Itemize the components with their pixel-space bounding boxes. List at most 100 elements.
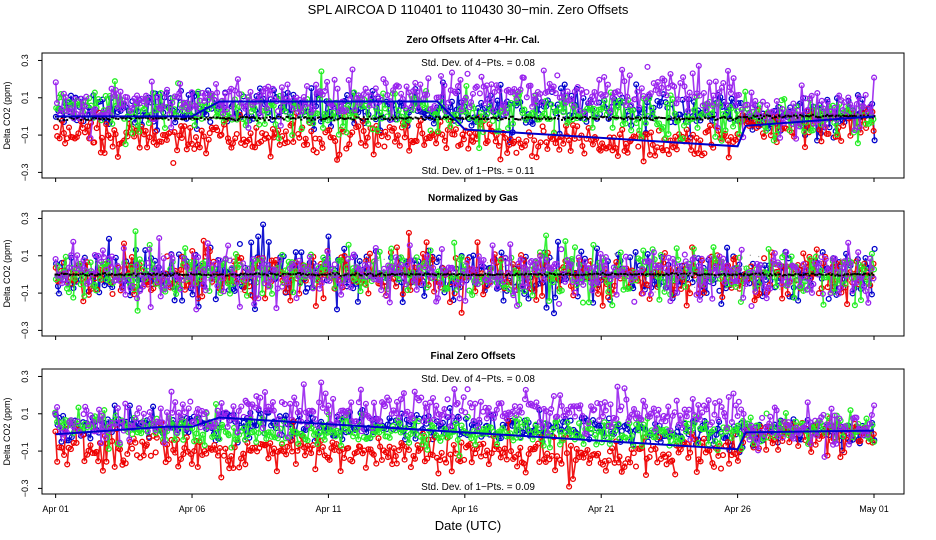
data-point bbox=[142, 247, 149, 254]
data-point bbox=[669, 96, 676, 103]
data-point bbox=[444, 285, 451, 292]
data-point bbox=[223, 106, 230, 113]
data-point bbox=[177, 286, 184, 293]
data-point bbox=[433, 259, 440, 266]
data-point bbox=[238, 273, 241, 276]
data-point bbox=[322, 273, 325, 276]
data-point bbox=[694, 286, 696, 288]
data-point bbox=[87, 259, 94, 266]
data-point bbox=[344, 269, 346, 271]
data-point bbox=[585, 99, 592, 106]
data-point bbox=[798, 281, 805, 288]
data-point bbox=[274, 108, 282, 115]
data-point bbox=[187, 124, 194, 131]
data-point bbox=[509, 120, 516, 127]
data-point bbox=[562, 278, 569, 285]
data-point bbox=[408, 103, 415, 110]
data-point bbox=[430, 131, 437, 139]
data-point bbox=[800, 114, 803, 117]
data-point bbox=[746, 276, 748, 279]
data-point bbox=[679, 135, 687, 142]
data-point bbox=[748, 264, 750, 266]
data-point bbox=[732, 254, 739, 261]
data-point bbox=[723, 101, 730, 108]
data-point bbox=[480, 83, 487, 90]
data-point bbox=[115, 273, 118, 276]
data-point bbox=[421, 260, 428, 267]
data-point bbox=[122, 272, 124, 274]
data-point bbox=[273, 273, 276, 276]
data-point bbox=[647, 291, 654, 298]
data-point bbox=[54, 105, 62, 113]
data-point bbox=[631, 298, 638, 305]
data-point bbox=[321, 111, 328, 118]
data-point bbox=[592, 268, 594, 271]
data-point bbox=[378, 287, 385, 294]
data-point bbox=[580, 264, 582, 266]
data-point bbox=[146, 270, 148, 272]
data-point bbox=[314, 285, 316, 287]
data-point bbox=[355, 265, 362, 272]
data-point bbox=[125, 277, 132, 284]
data-point bbox=[75, 130, 82, 137]
data-point bbox=[867, 255, 874, 262]
data-point bbox=[873, 281, 875, 283]
data-point bbox=[531, 137, 538, 144]
data-point bbox=[399, 299, 406, 306]
data-point bbox=[458, 309, 465, 316]
data-point bbox=[871, 137, 878, 144]
data-point bbox=[502, 134, 509, 142]
data-point bbox=[171, 273, 174, 276]
data-point bbox=[564, 117, 567, 120]
data-point bbox=[172, 119, 179, 126]
data-point bbox=[699, 117, 702, 120]
data-point bbox=[584, 262, 587, 264]
data-point bbox=[605, 273, 608, 276]
data-point bbox=[505, 270, 512, 277]
data-point bbox=[585, 265, 592, 272]
data-point bbox=[152, 265, 159, 272]
data-point bbox=[727, 133, 734, 141]
data-point bbox=[630, 107, 637, 114]
data-point bbox=[192, 134, 200, 141]
data-point bbox=[800, 273, 803, 276]
data-point bbox=[105, 120, 113, 128]
data-point bbox=[724, 116, 727, 119]
data-point bbox=[277, 115, 280, 118]
data-point bbox=[463, 82, 470, 90]
data-point bbox=[871, 74, 878, 81]
data-point bbox=[712, 78, 719, 85]
data-point bbox=[736, 116, 739, 119]
data-point bbox=[793, 135, 800, 142]
data-point bbox=[421, 292, 428, 299]
data-point bbox=[251, 300, 258, 308]
data-point bbox=[520, 273, 523, 276]
data-point bbox=[571, 244, 579, 251]
data-point bbox=[790, 274, 793, 277]
data-point bbox=[627, 115, 630, 118]
data-point bbox=[381, 295, 384, 297]
data-point bbox=[70, 116, 73, 119]
data-point bbox=[259, 255, 266, 262]
data-point bbox=[285, 115, 288, 118]
data-point bbox=[62, 269, 64, 272]
data-point bbox=[214, 89, 221, 96]
data-point bbox=[772, 273, 774, 275]
data-point bbox=[116, 279, 118, 281]
data-point bbox=[871, 245, 878, 252]
data-point bbox=[493, 274, 496, 277]
data-point bbox=[547, 116, 550, 119]
data-point bbox=[628, 102, 635, 109]
data-point bbox=[325, 117, 328, 120]
data-point bbox=[710, 273, 713, 276]
data-point bbox=[375, 264, 377, 266]
data-point bbox=[60, 130, 67, 137]
data-point bbox=[362, 142, 369, 149]
data-point bbox=[599, 93, 606, 100]
data-point bbox=[495, 117, 498, 120]
data-point bbox=[357, 288, 364, 295]
data-point bbox=[183, 273, 186, 276]
data-point bbox=[279, 251, 286, 258]
data-point bbox=[633, 273, 636, 276]
data-point bbox=[422, 273, 425, 276]
